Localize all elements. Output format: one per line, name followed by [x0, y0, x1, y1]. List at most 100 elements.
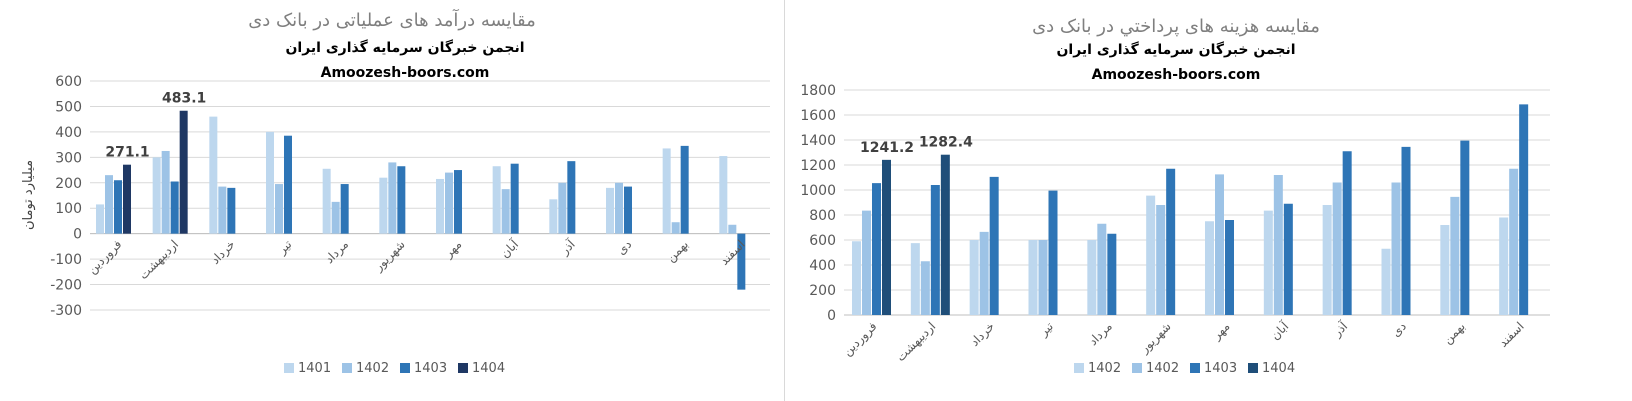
bar: [671, 222, 680, 234]
bar: [1097, 223, 1107, 315]
bar: [501, 189, 510, 234]
x-tick-label: اسفند: [1496, 319, 1527, 350]
bar: [492, 166, 501, 234]
y-tick-label: 1400: [800, 133, 836, 149]
chart-title: مقایسه درآمد های عملیاتی در بانک دی: [248, 8, 536, 31]
x-tick-label: تیر: [1036, 319, 1057, 340]
x-tick-label: خرداد: [208, 237, 238, 267]
bar: [436, 178, 444, 234]
bar: [615, 182, 623, 234]
plot-area: -300 -200 -100 0 100 200 300 400 500 600 فروردین ار…: [50, 74, 770, 319]
bar: [1342, 151, 1352, 315]
bar: [719, 156, 728, 234]
bar: [1263, 210, 1273, 315]
bar: [170, 181, 179, 234]
bar: [161, 150, 170, 234]
legend-swatch: [458, 363, 468, 373]
x-tick-label: اردیبهشت: [136, 237, 182, 283]
data-label: 1241.2: [860, 140, 914, 156]
x-tick-label: مهر: [1209, 319, 1233, 343]
y-tick-label: 200: [809, 283, 836, 299]
bar: [331, 201, 340, 234]
legend: 1402 1402 1403 1404: [1074, 361, 1295, 376]
expense-chart-panel: مقایسه هزینه های پرداختي در بانک دی انجم…: [786, 0, 1632, 401]
bar: [1391, 182, 1401, 315]
bar: [1322, 205, 1332, 315]
legend-label: 1402: [1146, 361, 1179, 376]
y-tick-label: 200: [55, 176, 82, 192]
chart-subtitle: انجمن خبرگان سرمایه گذاری ایران: [285, 39, 524, 56]
bar: [275, 184, 283, 234]
revenue-chart-panel: مقایسه درآمد های عملیاتی در بانک دی انجم…: [0, 0, 785, 401]
bar: [105, 175, 113, 234]
legend-label: 1404: [472, 361, 505, 376]
bar: [1499, 217, 1509, 315]
bar: [606, 187, 614, 234]
y-tick-label: 800: [809, 208, 836, 224]
legend-label: 1402: [356, 361, 389, 376]
y-tick-label: 400: [809, 258, 836, 274]
legend-label: 1401: [298, 361, 331, 376]
bar: [284, 135, 292, 234]
bar: [1381, 248, 1391, 315]
x-tick-label: تیر: [274, 237, 295, 258]
bar: [728, 224, 737, 234]
x-tick-label: دی: [614, 237, 634, 257]
legend-swatch: [400, 363, 410, 373]
bar: [388, 162, 397, 234]
y-tick-label: 100: [55, 201, 82, 217]
y-tick-label: 0: [73, 227, 82, 243]
bar: [445, 172, 453, 234]
bar: [96, 204, 104, 234]
bar: [379, 177, 388, 234]
y-tick-label: 600: [55, 74, 82, 90]
legend-label: 1402: [1088, 361, 1121, 376]
data-label: 483.1: [162, 91, 206, 107]
bar: [969, 240, 979, 315]
bar: [940, 154, 950, 315]
plot-area: 0 200 400 600 800 1000 1200 1400 1600 1800 فروردین…: [800, 83, 1550, 365]
y-tick-label: 500: [55, 99, 82, 115]
bar: [179, 110, 188, 234]
legend-swatch: [1248, 363, 1258, 373]
legend-swatch: [1074, 363, 1084, 373]
bar: [1028, 240, 1038, 315]
y-tick-label: -200: [50, 278, 82, 294]
legend-swatch: [1190, 363, 1200, 373]
bar: [152, 157, 161, 234]
y-axis-label: میلیارد تومان: [21, 160, 36, 230]
y-tick-label: 600: [809, 233, 836, 249]
bar: [266, 131, 274, 234]
legend-label: 1404: [1262, 361, 1295, 376]
x-tick-label: فروردین: [85, 237, 125, 277]
bar: [1509, 168, 1519, 315]
x-tick-label: مهر: [441, 237, 465, 261]
bar: [1332, 182, 1342, 315]
x-tick-label: آذر: [556, 236, 579, 259]
bar: [1038, 240, 1048, 315]
data-label: 271.1: [105, 145, 149, 161]
bar: [123, 164, 131, 234]
chart-source: Amoozesh-boors.com: [321, 65, 490, 81]
bar: [872, 183, 881, 315]
y-tick-label: 1200: [800, 158, 836, 174]
bar: [1215, 174, 1224, 315]
x-tick-label: بهمن: [1440, 319, 1468, 347]
y-tick-label: 1800: [800, 83, 836, 99]
bar: [852, 241, 861, 315]
chart-title: مقایسه هزینه های پرداختي در بانک دی: [1032, 16, 1320, 37]
y-tick-label: 400: [55, 125, 82, 141]
legend: 1401 1402 1403 1404: [284, 361, 505, 376]
y-tick-label: 300: [55, 150, 82, 166]
bar: [322, 168, 331, 234]
x-tick-label: مرداد: [1086, 319, 1116, 349]
x-tick-label: شهریور: [1137, 319, 1175, 357]
legend-swatch: [284, 363, 294, 373]
y-tick-label: -100: [50, 252, 82, 268]
bar: [737, 233, 746, 290]
bar: [930, 185, 940, 315]
bar: [1440, 225, 1450, 315]
x-tick-label: اردیبهشت: [894, 319, 940, 365]
legend-label: 1403: [1204, 361, 1237, 376]
bar: [989, 176, 999, 315]
